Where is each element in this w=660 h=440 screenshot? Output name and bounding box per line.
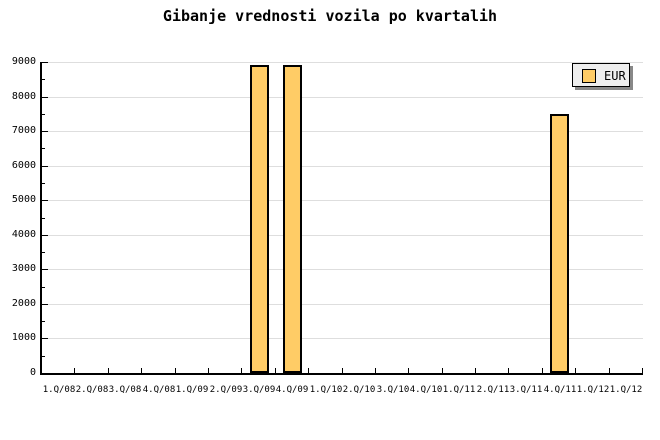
y-minor-tick	[42, 356, 45, 357]
y-tick-label: 2000	[11, 298, 36, 309]
y-minor-tick	[42, 114, 45, 115]
y-major-tick	[42, 304, 48, 305]
y-major-tick	[42, 235, 48, 236]
y-tick-label: 7000	[11, 125, 36, 136]
grid-line	[42, 62, 643, 63]
y-major-tick	[42, 62, 48, 63]
x-tick-label: 3.Q/09	[242, 385, 276, 395]
x-tick	[241, 368, 242, 373]
x-tick	[208, 368, 209, 373]
y-minor-tick	[42, 148, 45, 149]
y-major-tick	[42, 200, 48, 201]
y-major-tick	[42, 97, 48, 98]
x-tick-label: 3.Q/08	[108, 385, 142, 395]
x-tick	[375, 368, 376, 373]
y-minor-tick	[42, 218, 45, 219]
x-tick-label: 1.Q/11	[442, 385, 476, 395]
y-major-tick	[42, 131, 48, 132]
y-tick-label: 0	[29, 367, 36, 378]
x-tick-label: 4.Q/11	[543, 385, 577, 395]
x-tick-label: 4.Q/08	[142, 385, 176, 395]
bar	[550, 114, 569, 373]
y-major-tick	[42, 269, 48, 270]
x-tick	[74, 368, 75, 373]
x-tick-label: 2.Q/08	[75, 385, 109, 395]
y-tick-label: 5000	[11, 194, 36, 205]
x-tick-label: 4.Q/10	[409, 385, 443, 395]
plot-area	[40, 62, 643, 375]
x-tick-label: 3.Q/10	[376, 385, 410, 395]
grid-line	[42, 304, 643, 305]
bar	[283, 65, 302, 373]
x-tick-label: 2.Q/09	[209, 385, 243, 395]
x-tick	[642, 368, 643, 373]
x-tick	[542, 368, 543, 373]
grid-line	[42, 269, 643, 270]
y-tick-label: 9000	[11, 56, 36, 67]
x-tick-label: 2.Q/10	[342, 385, 376, 395]
x-tick-label: 1.Q/08	[42, 385, 76, 395]
y-major-tick	[42, 338, 48, 339]
grid-line	[42, 200, 643, 201]
legend-swatch-icon	[582, 69, 596, 83]
x-tick	[308, 368, 309, 373]
y-tick-label: 4000	[11, 229, 36, 240]
x-tick-label: 1.Q/10	[309, 385, 343, 395]
y-tick-label: 1000	[11, 332, 36, 343]
grid-line	[42, 97, 643, 98]
x-tick-label: 1.Q/12	[576, 385, 610, 395]
y-tick-label: 6000	[11, 160, 36, 171]
x-tick-label: 1.Q/12	[609, 385, 643, 395]
x-tick	[508, 368, 509, 373]
y-tick-label: 8000	[11, 91, 36, 102]
x-tick	[342, 368, 343, 373]
x-tick	[175, 368, 176, 373]
y-minor-tick	[42, 79, 45, 80]
x-tick-label: 2.Q/11	[476, 385, 510, 395]
y-minor-tick	[42, 183, 45, 184]
chart-title: Gibanje vrednosti vozila po kvartalih	[162, 7, 498, 25]
legend-label: EUR	[604, 69, 626, 83]
x-tick	[475, 368, 476, 373]
y-tick-label: 3000	[11, 263, 36, 274]
x-tick	[108, 368, 109, 373]
y-minor-tick	[42, 252, 45, 253]
x-tick	[141, 368, 142, 373]
y-minor-tick	[42, 321, 45, 322]
grid-line	[42, 338, 643, 339]
bar	[250, 65, 269, 373]
grid-line	[42, 235, 643, 236]
x-tick-label: 3.Q/11	[509, 385, 543, 395]
legend: EUR	[572, 63, 630, 87]
y-minor-tick	[42, 287, 45, 288]
x-tick	[408, 368, 409, 373]
x-tick	[575, 368, 576, 373]
y-major-tick	[42, 166, 48, 167]
x-tick	[609, 368, 610, 373]
x-tick-label: 4.Q/09	[275, 385, 309, 395]
x-tick	[442, 368, 443, 373]
x-tick-label: 1.Q/09	[175, 385, 209, 395]
grid-line	[42, 131, 643, 132]
x-tick	[275, 368, 276, 373]
grid-line	[42, 166, 643, 167]
